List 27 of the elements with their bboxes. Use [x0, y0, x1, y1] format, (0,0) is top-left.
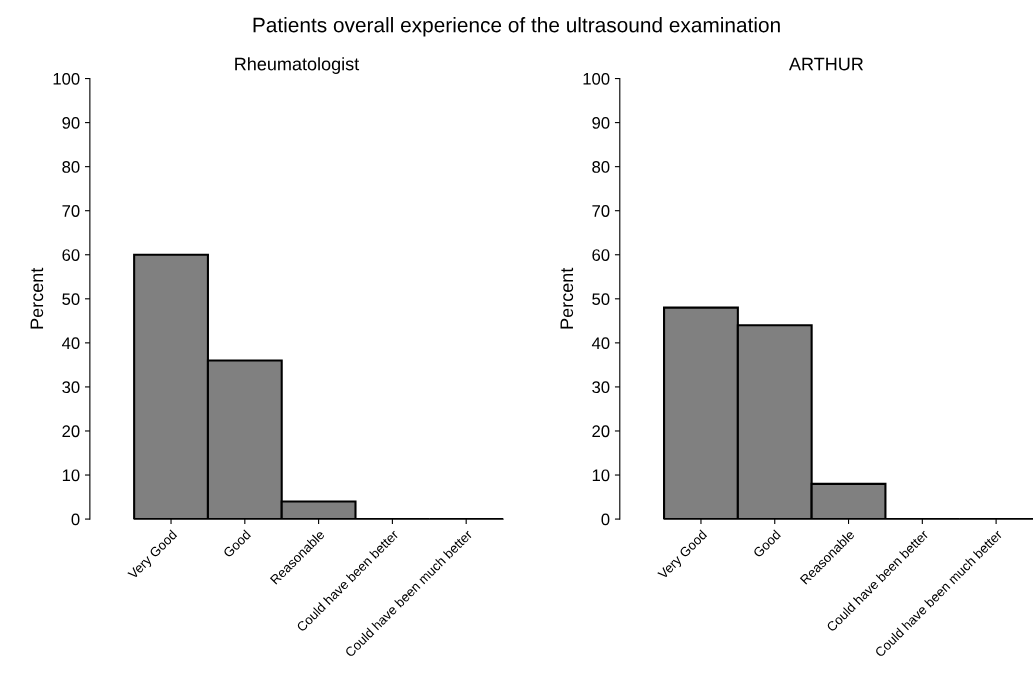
- text: Patients overall experience of the ultrasound examination: [253, 17, 780, 37]
- y-tick-label: 80: [592, 161, 610, 173]
- y-tick-label: 10: [62, 469, 80, 482]
- y-tick-label: 20: [62, 425, 80, 438]
- y-tick-label: 70: [62, 205, 80, 217]
- y-tick-label: 30: [592, 381, 610, 394]
- y-tick-label: 100: [583, 72, 610, 85]
- y-tick-label: 60: [62, 249, 80, 261]
- y-tick-label: 50: [62, 293, 80, 306]
- y-axis-title: Percent: [30, 267, 44, 329]
- chart-subtitle: ARTHUR: [788, 57, 864, 71]
- y-axis-title: Percent: [560, 267, 574, 329]
- chart-subtitle: Rheumatologist: [235, 57, 360, 74]
- y-tick-label: 80: [62, 161, 80, 173]
- y-tick-label: 30: [62, 381, 80, 394]
- y-tick-label: 0: [601, 513, 610, 526]
- y-tick-label: 20: [592, 425, 610, 438]
- y-tick-label: 100: [53, 72, 80, 85]
- y-tick-label: 60: [592, 249, 610, 261]
- y-tick-label: 0: [71, 513, 80, 526]
- y-tick-label: 10: [592, 469, 610, 482]
- y-tick-label: 70: [592, 205, 610, 217]
- y-tick-label: 90: [592, 117, 610, 129]
- y-tick-label: 40: [62, 337, 80, 350]
- y-tick-label: 40: [591, 337, 610, 350]
- y-tick-label: 90: [62, 117, 80, 129]
- y-tick-label: 50: [592, 293, 610, 306]
